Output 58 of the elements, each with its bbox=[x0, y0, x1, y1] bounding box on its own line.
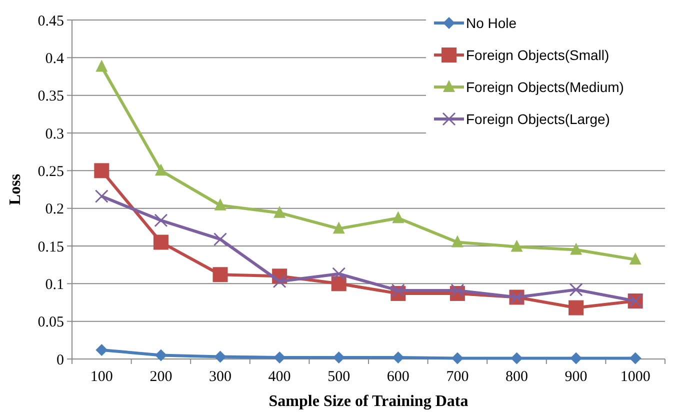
point bbox=[570, 352, 582, 364]
y-tick-label: 0.25 bbox=[38, 164, 64, 180]
point bbox=[629, 252, 642, 265]
x-axis-title: Sample Size of Training Data bbox=[268, 393, 468, 410]
point bbox=[94, 190, 108, 204]
y-tick-label: 0.35 bbox=[38, 88, 64, 105]
point bbox=[569, 282, 583, 296]
point bbox=[392, 351, 404, 364]
x-tick-label: 500 bbox=[328, 369, 350, 385]
x-tick-label: 900 bbox=[564, 369, 588, 385]
y-tick-label: 0.2 bbox=[45, 202, 64, 218]
point bbox=[451, 235, 464, 248]
y-tick-label: 0.3 bbox=[45, 126, 64, 142]
point bbox=[568, 300, 584, 316]
x-tick-label: 200 bbox=[150, 369, 172, 385]
point bbox=[214, 350, 226, 363]
legend-label: Foreign Objects(Small) bbox=[466, 46, 610, 63]
point bbox=[332, 267, 346, 281]
point bbox=[332, 222, 345, 234]
x-tick-label: 700 bbox=[446, 369, 469, 385]
point bbox=[510, 240, 523, 252]
legend-label: Foreign Objects(Large) bbox=[466, 110, 610, 127]
x-tick-label: 300 bbox=[209, 369, 232, 385]
point bbox=[154, 349, 167, 362]
point bbox=[154, 164, 167, 176]
y-tick-label: 0.15 bbox=[38, 239, 64, 256]
point bbox=[274, 206, 286, 218]
point bbox=[94, 163, 110, 178]
point bbox=[272, 274, 286, 288]
point bbox=[570, 242, 582, 255]
point bbox=[96, 344, 108, 356]
x-tick-label: 800 bbox=[506, 369, 528, 385]
point bbox=[214, 198, 226, 210]
point bbox=[392, 211, 404, 224]
y-tick-label: 0.05 bbox=[38, 314, 64, 331]
x-tick-label: 100 bbox=[90, 369, 113, 385]
y-tick-label: 0 bbox=[56, 352, 64, 368]
point bbox=[154, 214, 168, 228]
x-tick-label: 400 bbox=[268, 369, 291, 385]
point bbox=[331, 276, 346, 292]
y-tick-label: 0.1 bbox=[45, 276, 64, 293]
point bbox=[153, 234, 168, 250]
point bbox=[450, 284, 464, 298]
point bbox=[332, 351, 345, 364]
point bbox=[214, 232, 227, 246]
point bbox=[451, 352, 464, 364]
legend-label: Foreign Objects(Medium) bbox=[466, 78, 624, 95]
y-axis-title: Loss bbox=[7, 174, 24, 206]
point bbox=[391, 284, 405, 298]
point bbox=[510, 352, 523, 364]
point bbox=[96, 60, 108, 72]
x-tick-label: 600 bbox=[386, 369, 410, 385]
legend-label: No Hole bbox=[466, 14, 517, 31]
point bbox=[212, 267, 228, 282]
y-tick-label: 0.45 bbox=[38, 13, 64, 30]
x-tick-label: 1000 bbox=[620, 369, 650, 385]
point bbox=[629, 352, 642, 364]
y-tick-label: 0.4 bbox=[45, 50, 64, 67]
